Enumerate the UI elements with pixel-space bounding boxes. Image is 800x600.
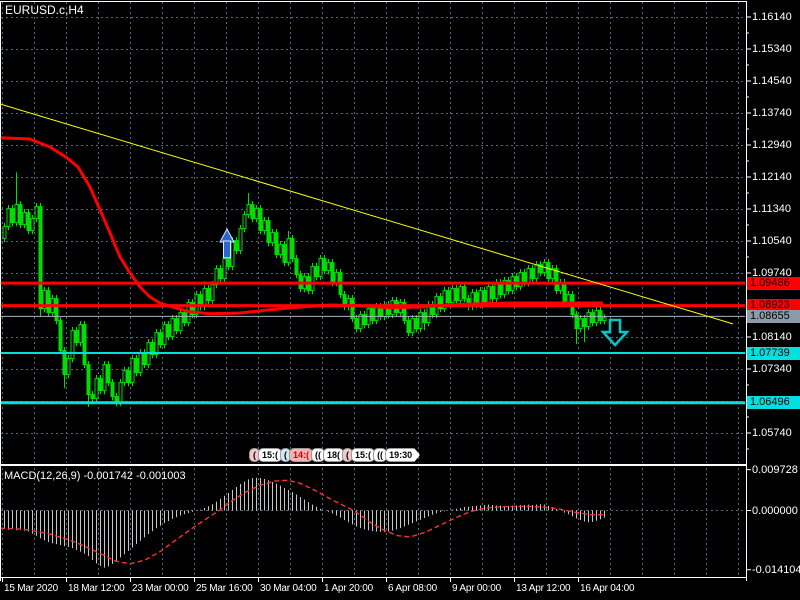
price-axis-label: 1.05740 (752, 427, 792, 439)
macd-axis-label: 0.009728 (752, 463, 798, 476)
panel-frame (0, 1, 747, 581)
time-axis-label: 23 Mar 00:00 (132, 583, 189, 594)
price-axis-label: 1.12940 (752, 139, 792, 151)
horizontal-level-lines (0, 281, 745, 405)
price-axis-label: 1.12140 (752, 171, 792, 183)
time-axis-label: 25 Mar 16:00 (196, 583, 253, 594)
macd-axis-label: 0.000000 (752, 504, 798, 517)
price-axis-label: 1.13740 (752, 107, 792, 119)
price-axis-label: 1.16140 (752, 11, 792, 23)
price-axis-label: 1.14540 (752, 75, 792, 87)
time-axis-label: 30 Mar 04:00 (260, 583, 317, 594)
time-axis-label: 1 Apr 20:00 (324, 583, 373, 594)
time-axis-label: 13 Apr 12:00 (516, 583, 571, 594)
news-time-tag[interactable]: 15:( (258, 448, 283, 462)
news-time-tag[interactable]: 18( (323, 448, 345, 462)
news-event-tags[interactable]: (15:((14:(((18((15:(((19:30 (249, 448, 420, 462)
moving-average-line (0, 136, 603, 316)
macd-histogram (4, 477, 605, 568)
price-level-badge: 1.08655 (747, 309, 800, 323)
news-time-tag[interactable]: (( (373, 448, 388, 462)
buy-signal-marker-icon[interactable] (219, 227, 235, 259)
time-axis-label: 15 Mar 2020 (4, 583, 58, 594)
sell-signal-down-arrow-icon[interactable] (600, 318, 630, 347)
news-time-tag[interactable]: 15:( (351, 448, 376, 462)
price-level-badge: 1.08923 (747, 299, 800, 313)
price-axis-label: 1.11340 (752, 203, 791, 215)
time-axis-label: 16 Apr 04:00 (580, 583, 635, 594)
descending-trendline (0, 103, 734, 325)
price-level-badge: 1.06496 (747, 396, 800, 410)
grid-lines (1, 2, 745, 576)
price-axis-label: 1.07340 (752, 363, 792, 375)
price-axis-label: 1.10540 (752, 235, 792, 247)
price-level-badge: 1.07739 (747, 346, 800, 360)
time-axis-label: 18 Mar 12:00 (68, 583, 125, 594)
candlestick-series (2, 172, 607, 407)
macd-axis-label: -0.014104 (752, 563, 800, 576)
news-time-tag[interactable]: 19:30 (385, 448, 420, 462)
chart-symbol-title: EURUSD.c,H4 (5, 3, 84, 17)
macd-signal-line (0, 479, 605, 565)
news-time-tag[interactable]: 14:( (289, 448, 314, 462)
macd-indicator-label: MACD(12,26,9) -0.001742 -0.001003 (4, 470, 186, 482)
price-level-badge: 1.09486 (747, 276, 800, 290)
axis-ticks (2, 16, 751, 582)
price-axis-label: 1.15340 (752, 43, 792, 55)
time-axis-label: 9 Apr 00:00 (452, 583, 501, 594)
price-axis-label: 1.09740 (752, 267, 792, 279)
time-axis-label: 6 Apr 08:00 (388, 583, 437, 594)
price-axis-label: 1.08140 (752, 331, 792, 343)
